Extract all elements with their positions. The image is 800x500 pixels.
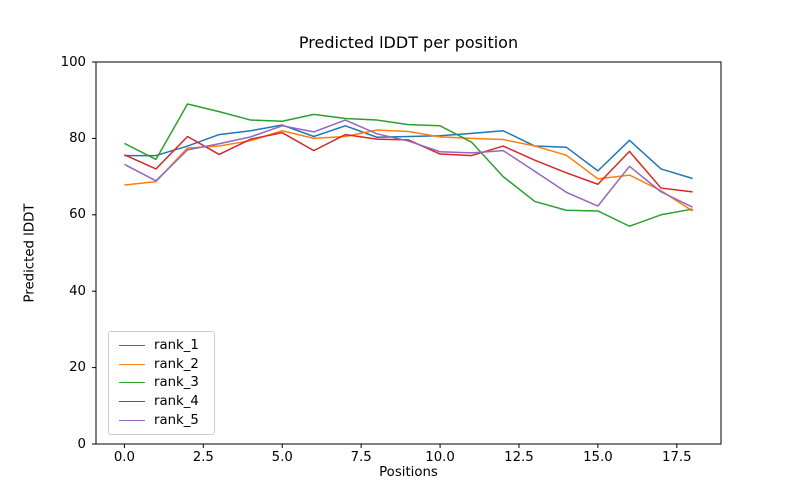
y-tick-label: 80 <box>69 130 86 146</box>
legend-entry-rank_3: rank_3 <box>119 375 206 390</box>
x-tick-label: 7.5 <box>350 450 372 465</box>
legend-label: rank_5 <box>154 413 199 429</box>
legend-line-swatch <box>119 420 145 422</box>
y-tick-label: 0 <box>77 436 86 452</box>
axes-spines <box>95 61 722 445</box>
legend-line-swatch <box>119 401 145 403</box>
y-tick-label: 20 <box>69 360 86 376</box>
legend-entry-rank_2: rank_2 <box>119 357 206 372</box>
x-tick-label: 15.0 <box>583 450 613 465</box>
legend-entry-rank_5: rank_5 <box>119 413 206 428</box>
legend-entry-rank_1: rank_1 <box>119 338 206 353</box>
legend-entry-rank_4: rank_4 <box>119 394 206 409</box>
legend-label: rank_1 <box>154 337 199 353</box>
series-line-rank_5 <box>124 119 693 208</box>
x-tick-label: 17.5 <box>661 450 692 465</box>
x-axis-label: Positions <box>379 465 438 480</box>
x-tick-label: 5.0 <box>271 450 293 465</box>
x-tick-label: 0.0 <box>113 450 135 465</box>
y-tick-label: 60 <box>69 207 86 223</box>
legend-line-swatch <box>119 344 145 346</box>
legend-line-swatch <box>119 363 145 365</box>
x-tick-label: 10.0 <box>425 450 455 465</box>
y-tick-label: 100 <box>60 54 86 70</box>
legend-line-swatch <box>119 382 145 384</box>
series-line-rank_4 <box>124 131 693 193</box>
x-tick-label: 2.5 <box>192 450 214 465</box>
series-line-rank_2 <box>124 129 693 212</box>
legend-label: rank_3 <box>154 375 199 391</box>
series-line-rank_3 <box>124 103 693 228</box>
series-line-rank_1 <box>124 124 693 180</box>
legend-label: rank_4 <box>154 394 199 410</box>
x-tick-label: 12.5 <box>504 450 534 465</box>
legend-label: rank_2 <box>154 356 199 372</box>
y-tick-label: 40 <box>69 283 86 299</box>
chart-title: Predicted lDDT per position <box>298 33 519 52</box>
legend: rank_1 rank_2 rank_3 rank_4 rank_5 <box>108 331 215 435</box>
